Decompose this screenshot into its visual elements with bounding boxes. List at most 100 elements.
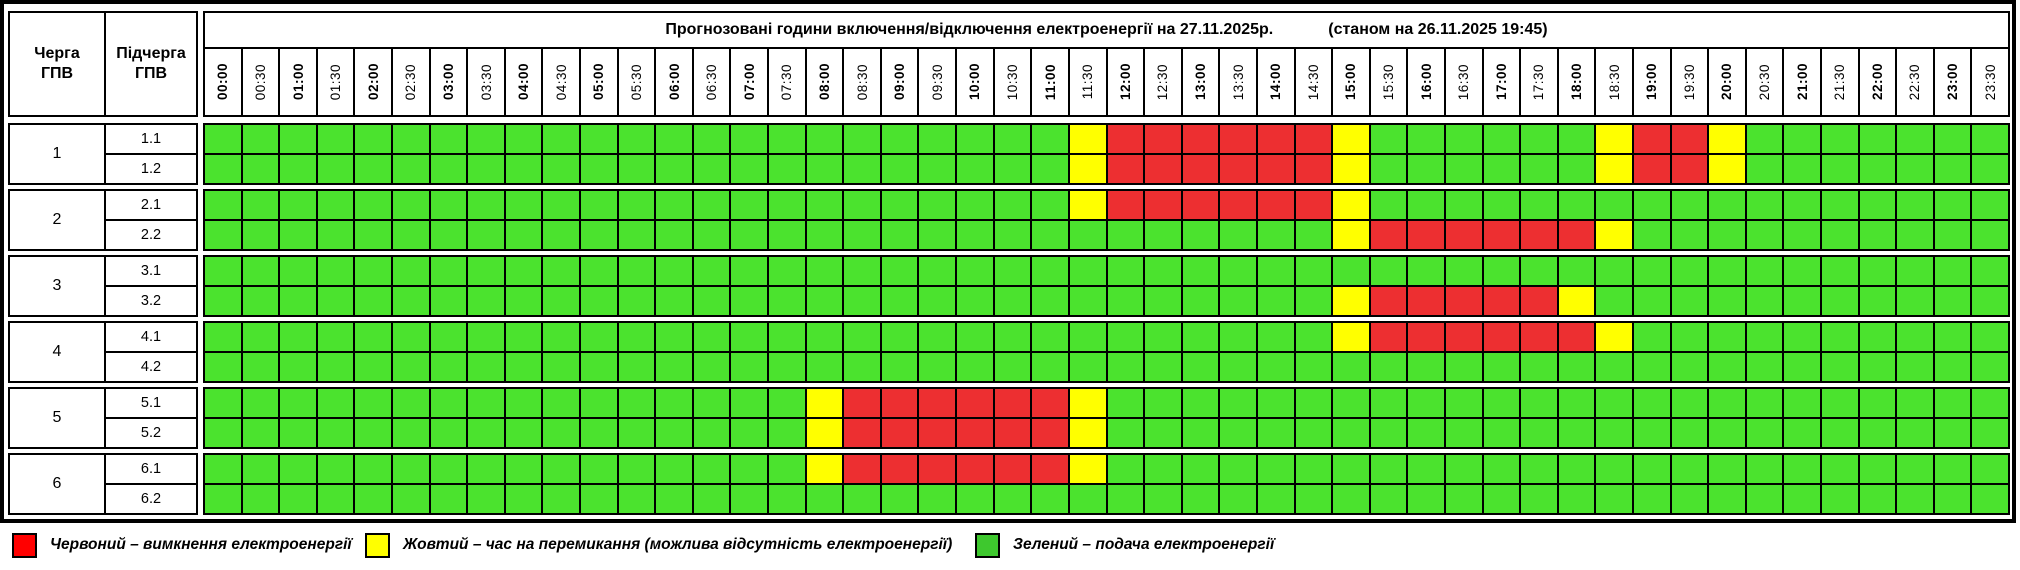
schedule-cell [280, 353, 316, 381]
schedule-cell [1596, 353, 1632, 381]
schedule-cell [1445, 257, 1482, 285]
schedule-cell [1934, 455, 1971, 483]
schedule-cell [543, 221, 580, 249]
schedule-cell [1145, 419, 1181, 447]
schedule-cell [355, 155, 392, 183]
schedule-cell [1633, 389, 1670, 417]
schedule-cell [1821, 389, 1858, 417]
schedule-cell [1182, 353, 1219, 381]
schedule-cell [1709, 353, 1745, 381]
schedule-cell [881, 155, 918, 183]
schedule-cell [957, 125, 993, 153]
schedule-cell [1671, 287, 1708, 315]
schedule-cell [1746, 257, 1783, 285]
time-header: Прогнозовані години включення/відключенн… [203, 11, 2010, 117]
schedule-cell [1483, 191, 1520, 219]
schedule-cell [205, 125, 241, 153]
schedule-cell [881, 191, 918, 219]
schedule-cell [994, 257, 1031, 285]
schedule-cell [468, 257, 504, 285]
schedule-cell [205, 287, 241, 315]
schedule-cell [1107, 353, 1144, 381]
schedule-cell [317, 485, 354, 513]
schedule-cell [1746, 323, 1783, 351]
schedule-cell [1445, 419, 1482, 447]
time-label: 00:00 [205, 49, 241, 115]
group-cells-block [203, 321, 2010, 383]
schedule-cell [844, 257, 880, 285]
schedule-cell [543, 287, 580, 315]
schedule-cell [1069, 389, 1106, 417]
schedule-cell [1934, 485, 1971, 513]
group-cells-block [203, 453, 2010, 515]
schedule-cell [393, 221, 429, 249]
time-label: 20:30 [1746, 49, 1783, 115]
schedule-cell [543, 419, 580, 447]
schedule-cell [205, 257, 241, 285]
schedule-cell [1784, 455, 1820, 483]
schedule-cell [1107, 287, 1144, 315]
time-label: 16:30 [1445, 49, 1482, 115]
time-label: 01:30 [317, 49, 354, 115]
schedule-cell [430, 287, 467, 315]
schedule-cell [1784, 323, 1820, 351]
schedule-cell [693, 257, 730, 285]
schedule-cell [355, 455, 392, 483]
schedule-cell [994, 323, 1031, 351]
schedule-cell [1897, 287, 1933, 315]
schedule-cell [1445, 155, 1482, 183]
schedule-cell [393, 389, 429, 417]
time-label: 12:00 [1107, 49, 1144, 115]
schedule-cell [1145, 485, 1181, 513]
schedule-cell [1709, 323, 1745, 351]
schedule-cell [1107, 485, 1144, 513]
schedule-cell [1408, 353, 1444, 381]
schedule-cell [1182, 257, 1219, 285]
group-label-block: 6 6.1 6.2 [8, 453, 198, 515]
schedule-cell [1897, 455, 1933, 483]
schedule-cell [919, 191, 956, 219]
schedule-cell [1408, 323, 1444, 351]
schedule-cell [806, 257, 843, 285]
schedule-cell [1257, 191, 1294, 219]
schedule-cell [1445, 323, 1482, 351]
legend-item-green: Зелений – подача електроенергії [975, 530, 1274, 560]
schedule-cell [1821, 287, 1858, 315]
schedule-cell [618, 389, 655, 417]
schedule-cell [242, 287, 279, 315]
schedule-cell [1746, 125, 1783, 153]
schedule-cell [769, 419, 805, 447]
schedule-cell [581, 191, 617, 219]
schedule-cell [1596, 125, 1632, 153]
schedule-cell [1069, 221, 1106, 249]
schedule-cell [1182, 455, 1219, 483]
schedule-cell [1107, 125, 1144, 153]
schedule-cell [1107, 221, 1144, 249]
schedule-cell [1220, 191, 1256, 219]
schedule-cell [881, 485, 918, 513]
schedule-cell [1746, 455, 1783, 483]
time-label: 00:30 [242, 49, 279, 115]
schedule-cell [994, 419, 1031, 447]
schedule-cell [618, 191, 655, 219]
schedule-cell [1145, 389, 1181, 417]
schedule-cell [317, 323, 354, 351]
schedule-cell [581, 455, 617, 483]
schedule-cell [1671, 257, 1708, 285]
schedule-cell [881, 323, 918, 351]
schedule-cell [1145, 287, 1181, 315]
schedule-cell [693, 353, 730, 381]
schedule-title: Прогнозовані години включення/відключенн… [665, 21, 1274, 38]
schedule-cell [1972, 257, 2008, 285]
schedule-cell [1107, 191, 1144, 219]
schedule-cell [1558, 323, 1595, 351]
time-label: 01:00 [280, 49, 316, 115]
schedule-cell [543, 485, 580, 513]
schedule-cell [844, 287, 880, 315]
schedule-cell [505, 221, 542, 249]
schedule-cell [468, 221, 504, 249]
schedule-cell [1220, 287, 1256, 315]
schedule-cell [317, 455, 354, 483]
schedule-cell [957, 155, 993, 183]
schedule-cell [1032, 287, 1068, 315]
